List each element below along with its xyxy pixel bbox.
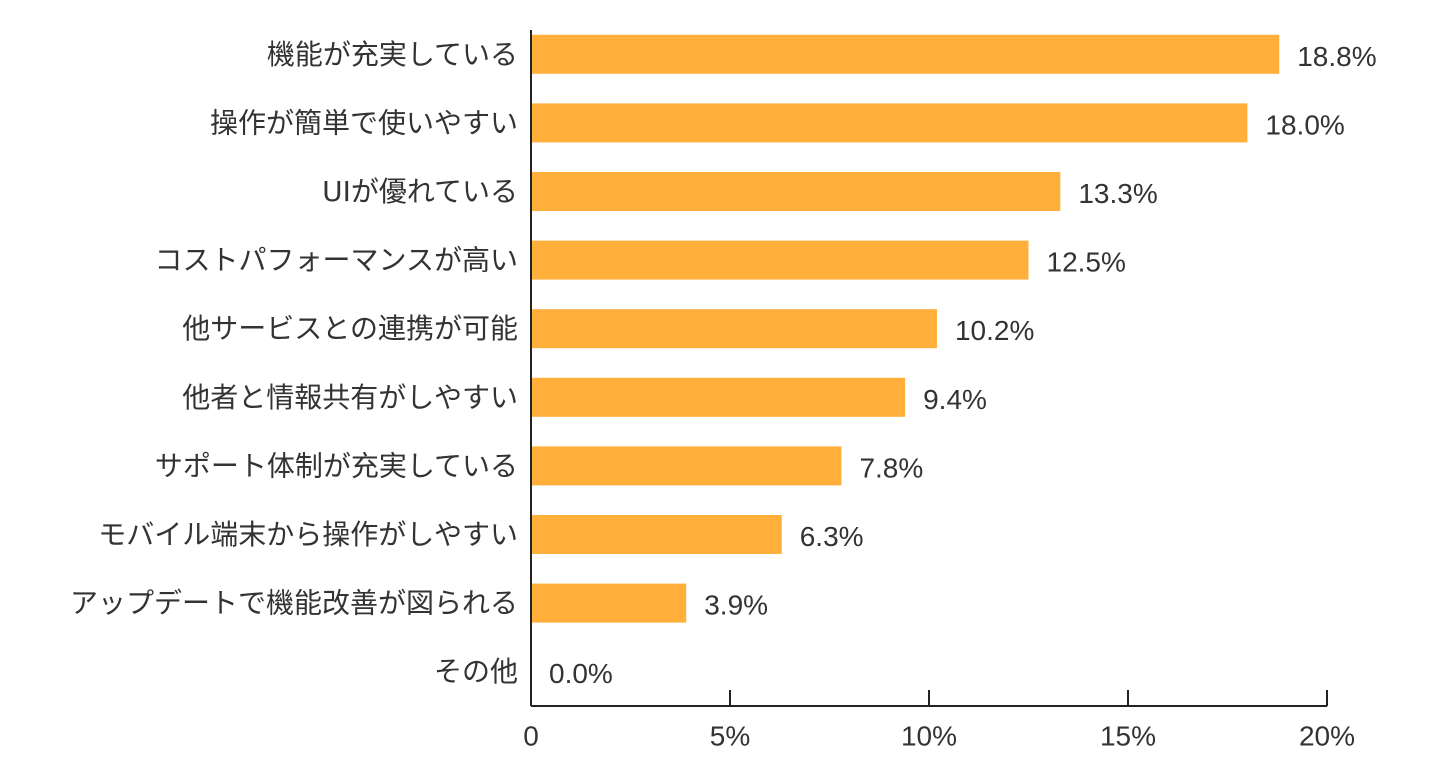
axes: 0 5% 10% 15% 20% (523, 30, 1355, 752)
x-tick-label-0: 0 (523, 721, 539, 752)
bar-5 (531, 377, 906, 417)
value-label-7: 6.3% (800, 521, 864, 552)
x-tick-label-2: 10% (901, 721, 957, 752)
value-labels: 18.8% 18.0% 13.3% 12.5% 10.2% 9.4% 7.8% 6.3% 3.9… (549, 41, 1377, 689)
value-label-1: 18.0% (1265, 109, 1344, 140)
bar-7 (531, 515, 782, 554)
category-label-6: サポート体制が充実している (155, 449, 518, 482)
x-tick-label-3: 15% (1100, 721, 1156, 752)
x-tick-label-1: 5% (710, 721, 750, 752)
value-label-4: 10.2% (955, 315, 1034, 346)
category-label-8: アップデートで機能改善が図られる (70, 587, 518, 620)
bar-8 (531, 583, 687, 623)
category-label-9: その他 (434, 655, 518, 688)
category-label-7: モバイル端末から操作がしやすい (98, 518, 518, 551)
value-label-3: 12.5% (1047, 247, 1126, 278)
bar-3 (531, 240, 1029, 280)
bar-4 (531, 309, 937, 349)
category-label-0: 機能が充実している (267, 38, 518, 71)
category-label-5: 他者と情報共有がしやすい (182, 381, 518, 414)
value-label-0: 18.8% (1297, 41, 1376, 72)
bar-2 (531, 172, 1061, 211)
value-label-2: 13.3% (1078, 178, 1157, 209)
category-label-1: 操作が簡単で使いやすい (210, 106, 518, 139)
value-label-8: 3.9% (704, 590, 768, 621)
category-label-4: 他サービスとの連携が可能 (182, 312, 518, 345)
x-tick-label-4: 20% (1299, 721, 1355, 752)
bar-1 (531, 103, 1248, 143)
value-label-9: 0.0% (549, 658, 613, 689)
category-label-3: コストパフォーマンスが高い (155, 244, 518, 277)
bars-group (531, 34, 1280, 623)
category-label-2: UIが優れている (322, 175, 518, 208)
bar-0 (531, 34, 1280, 74)
value-label-5: 9.4% (923, 384, 987, 415)
value-label-6: 7.8% (859, 452, 923, 483)
bar-6 (531, 446, 842, 486)
